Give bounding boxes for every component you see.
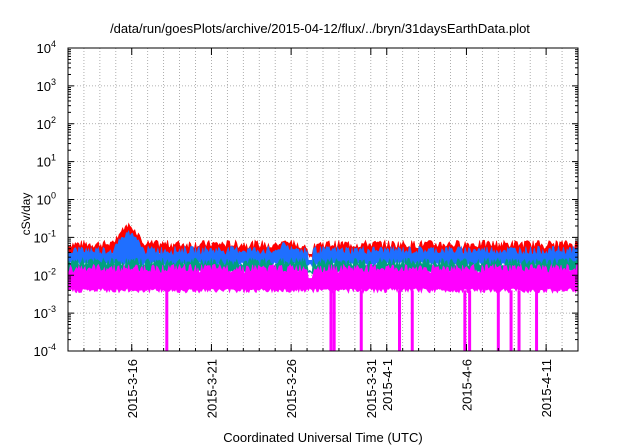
y-tick-label: 100 [37, 191, 56, 208]
series-dropout [398, 290, 401, 351]
series-dropout [165, 290, 169, 351]
y-axis-ticks: 10-4 10-3 10-2 10-1 100 101 102 103 104 [34, 39, 578, 359]
x-tick-label: 2015-4-6 [459, 359, 474, 411]
series-dropout [517, 290, 521, 351]
y-tick-label: 101 [37, 153, 56, 170]
y-axis-label-wrap: cSv/day [6, 155, 33, 275]
series-dropout [410, 290, 414, 351]
series-area [67, 222, 579, 351]
y-tick-label: 102 [37, 115, 56, 132]
chart-title: /data/run/goesPlots/archive/2015-04-12/f… [110, 21, 530, 36]
y-tick-label: 104 [37, 39, 56, 56]
x-tick-label: 2015-3-16 [125, 359, 140, 418]
grid-lines [68, 48, 578, 351]
series-dropout [468, 290, 472, 351]
series-dropout [509, 290, 513, 351]
series-dropout [329, 290, 333, 351]
x-axis-ticks: 2015-3-16 2015-3-21 2015-3-26 2015-3-31 2015… [83, 48, 563, 418]
x-tick-label: 2015-3-21 [204, 359, 219, 418]
x-tick-label: 2015-4-11 [539, 359, 554, 417]
series-dropout [463, 290, 467, 351]
x-tick-label: 2015-3-31 [364, 359, 379, 418]
series-dropout [535, 290, 539, 351]
y-tick-label: 10-1 [34, 228, 56, 245]
series-dropout [496, 290, 500, 351]
y-tick-label: 10-4 [34, 342, 56, 359]
x-axis-label: Coordinated Universal Time (UTC) [223, 430, 423, 445]
series-dropout [332, 290, 336, 351]
x-tick-label: 2015-3-26 [284, 359, 299, 418]
y-tick-label: 103 [37, 77, 56, 94]
y-axis-label: cSv/day [19, 192, 33, 236]
y-tick-label: 10-3 [34, 304, 56, 321]
y-tick-label: 10-2 [34, 266, 56, 283]
x-tick-label: 2015-4-1 [380, 359, 395, 411]
series-dropout [359, 290, 363, 351]
